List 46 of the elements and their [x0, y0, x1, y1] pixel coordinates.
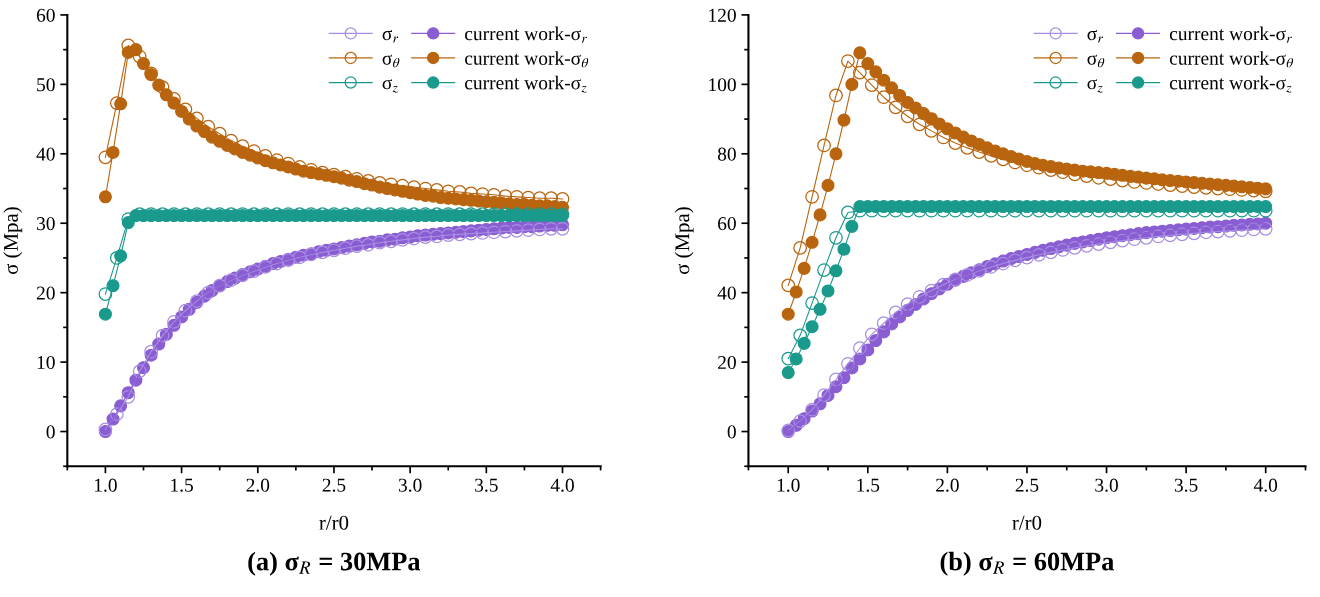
text: (a) σ$_{R}$ = 30MPa [248, 551, 421, 576]
legend-label: σ$_{r}$ [382, 30, 399, 43]
legend-label: current work-σ$_{z}$ [465, 75, 587, 93]
legend-label: σ$_{r}$ [1087, 30, 1104, 43]
y-tick-label: 40 [717, 286, 736, 300]
y-tick-label: 100 [709, 78, 736, 92]
x-tick-label: 3.0 [1095, 478, 1118, 492]
y-tick-label: 40 [36, 147, 55, 161]
y-tick-label: 0 [46, 425, 55, 439]
x-tick-label: 4.0 [1253, 478, 1278, 492]
y-tick-label: 60 [718, 217, 736, 231]
y-axis-title: σ (Mpa) [3, 207, 23, 275]
x-tick-label: 1.5 [171, 478, 193, 492]
y-tick-label: 20 [36, 286, 55, 300]
y-axis-title: σ (Mpa) [674, 207, 694, 275]
y-tick-label: 10 [37, 355, 55, 370]
x-tick-label: 2.5 [322, 478, 346, 492]
x-tick-label: 3.0 [398, 478, 422, 492]
x-axis-title: r/r0 [1012, 515, 1042, 530]
legend-label: current work-σ$_{r}$ [465, 26, 588, 43]
legend-label: σ$_{θ}$ [382, 54, 400, 68]
y-tick-label: 120 [709, 8, 736, 22]
legend-label: σ$_{z}$ [1087, 79, 1103, 93]
x-tick-label: 1.0 [94, 478, 117, 492]
legend-label: current work-σ$_{θ}$ [1169, 51, 1294, 68]
y-tick-label: 20 [718, 355, 736, 370]
x-tick-label: 2.0 [246, 478, 270, 492]
x-tick-label: 1.5 [857, 478, 880, 492]
x-tick-label: 3.5 [475, 478, 498, 492]
legend-label: σ$_{z}$ [382, 79, 398, 93]
text: (b) σ$_{R}$ = 60MPa [940, 551, 1114, 576]
y-tick-label: 50 [37, 78, 55, 92]
x-tick-label: 2.5 [1015, 478, 1039, 492]
x-tick-label: 1.0 [777, 478, 800, 492]
x-tick-label: 2.0 [936, 478, 959, 492]
legend-label: current work-σ$_{z}$ [1169, 75, 1292, 93]
x-tick-label: 4.0 [550, 478, 574, 492]
y-tick-label: 80 [717, 147, 736, 161]
legend-label: current work-σ$_{θ}$ [465, 51, 589, 68]
y-tick-label: 0 [727, 425, 736, 439]
y-tick-label: 30 [37, 217, 55, 231]
legend-label: σ$_{θ}$ [1087, 54, 1105, 68]
x-tick-label: 3.5 [1174, 478, 1198, 492]
legend-label: current work-σ$_{r}$ [1169, 26, 1292, 43]
y-tick-label: 60 [36, 8, 55, 22]
x-axis-title: r/r0 [319, 515, 349, 530]
